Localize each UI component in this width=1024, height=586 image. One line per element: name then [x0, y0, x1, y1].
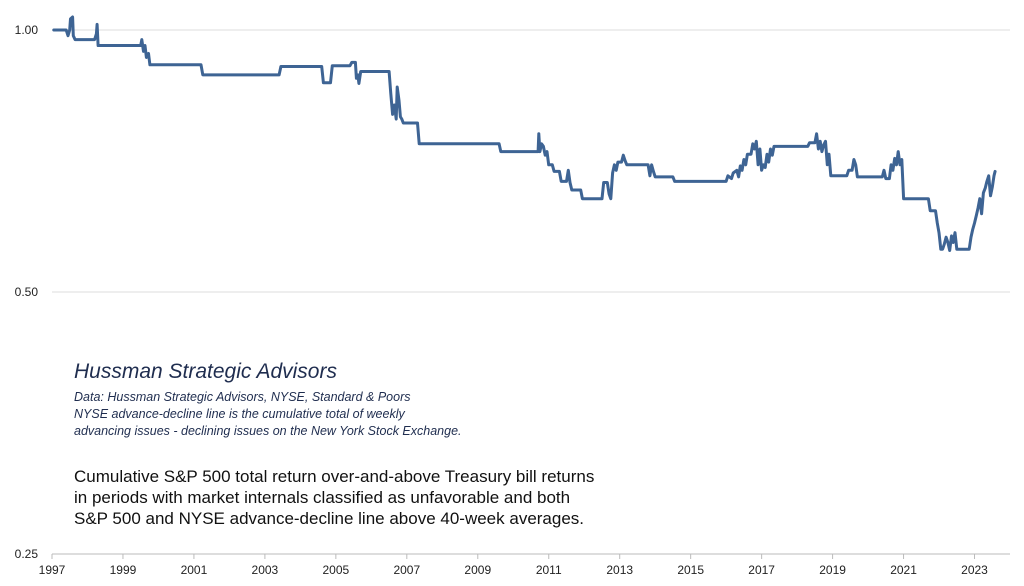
x-tick-label: 2015	[677, 563, 704, 577]
annotation-description: Cumulative S&P 500 total return over-and…	[74, 466, 694, 529]
x-tick-label: 2001	[181, 563, 208, 577]
x-tick-label: 2023	[961, 563, 988, 577]
series-group	[52, 15, 997, 252]
annotation-description-line: S&P 500 and NYSE advance-decline line ab…	[74, 509, 585, 528]
y-tick-label: 0.50	[15, 285, 39, 299]
x-tick-label: 2011	[536, 563, 562, 577]
annotation-source-note: Data: Hussman Strategic Advisors, NYSE, …	[74, 389, 594, 440]
x-tick-label: 2005	[323, 563, 350, 577]
y-axis-tick-labels: 1.00 0.50 0.25	[15, 23, 39, 561]
annotation-title: Hussman Strategic Advisors	[74, 360, 337, 383]
annotation-description-line: in periods with market internals classif…	[74, 488, 571, 507]
y-tick-label: 1.00	[15, 23, 39, 37]
x-tick-label: 1997	[39, 563, 66, 577]
series-line	[52, 15, 997, 252]
y-tick-label: 0.25	[15, 547, 39, 561]
annotation-description-line: Cumulative S&P 500 total return over-and…	[74, 467, 595, 486]
annotation-note-line: NYSE advance-decline line is the cumulat…	[74, 407, 405, 421]
x-tick-label: 2013	[606, 563, 633, 577]
x-tick-label: 2021	[890, 563, 917, 577]
x-axis-tick-labels: 1997 1999 2001 2003 2005 2007 2009 2011 2013 2015…	[39, 563, 989, 577]
x-tick-label: 2019	[819, 563, 846, 577]
annotation-note-line: Data: Hussman Strategic Advisors, NYSE, …	[74, 390, 411, 404]
x-tick-label: 2017	[748, 563, 775, 577]
gridlines	[52, 29, 1010, 293]
annotation-note-line: advancing issues - declining issues on t…	[74, 424, 462, 438]
x-tick-label: 2007	[393, 563, 420, 577]
x-tick-label: 2009	[464, 563, 491, 577]
x-tick-label: 1999	[110, 563, 137, 577]
x-tick-label: 2003	[252, 563, 279, 577]
x-axis	[51, 553, 1010, 559]
